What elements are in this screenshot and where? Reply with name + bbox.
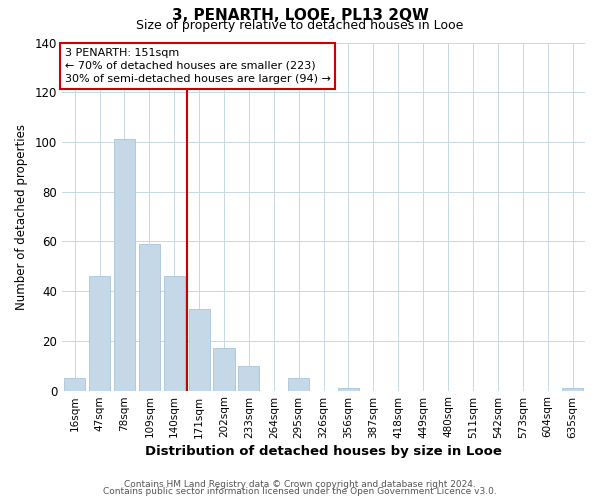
Bar (338, 388, 359, 390)
Bar (64, 378, 85, 390)
X-axis label: Distribution of detached houses by size in Looe: Distribution of detached houses by size … (145, 444, 502, 458)
Bar (238, 366, 259, 390)
Bar (214, 348, 235, 391)
Text: Contains public sector information licensed under the Open Government Licence v3: Contains public sector information licen… (103, 488, 497, 496)
Bar (164, 276, 185, 390)
Y-axis label: Number of detached properties: Number of detached properties (15, 124, 28, 310)
Bar (562, 388, 583, 390)
Bar (288, 378, 309, 390)
Text: Contains HM Land Registry data © Crown copyright and database right 2024.: Contains HM Land Registry data © Crown c… (124, 480, 476, 489)
Bar (114, 140, 135, 390)
Bar (188, 308, 209, 390)
Bar (139, 244, 160, 390)
Text: Size of property relative to detached houses in Looe: Size of property relative to detached ho… (136, 19, 464, 32)
Text: 3, PENARTH, LOOE, PL13 2QW: 3, PENARTH, LOOE, PL13 2QW (172, 8, 428, 22)
Bar (89, 276, 110, 390)
Text: 3 PENARTH: 151sqm
← 70% of detached houses are smaller (223)
30% of semi-detache: 3 PENARTH: 151sqm ← 70% of detached hous… (65, 48, 331, 84)
